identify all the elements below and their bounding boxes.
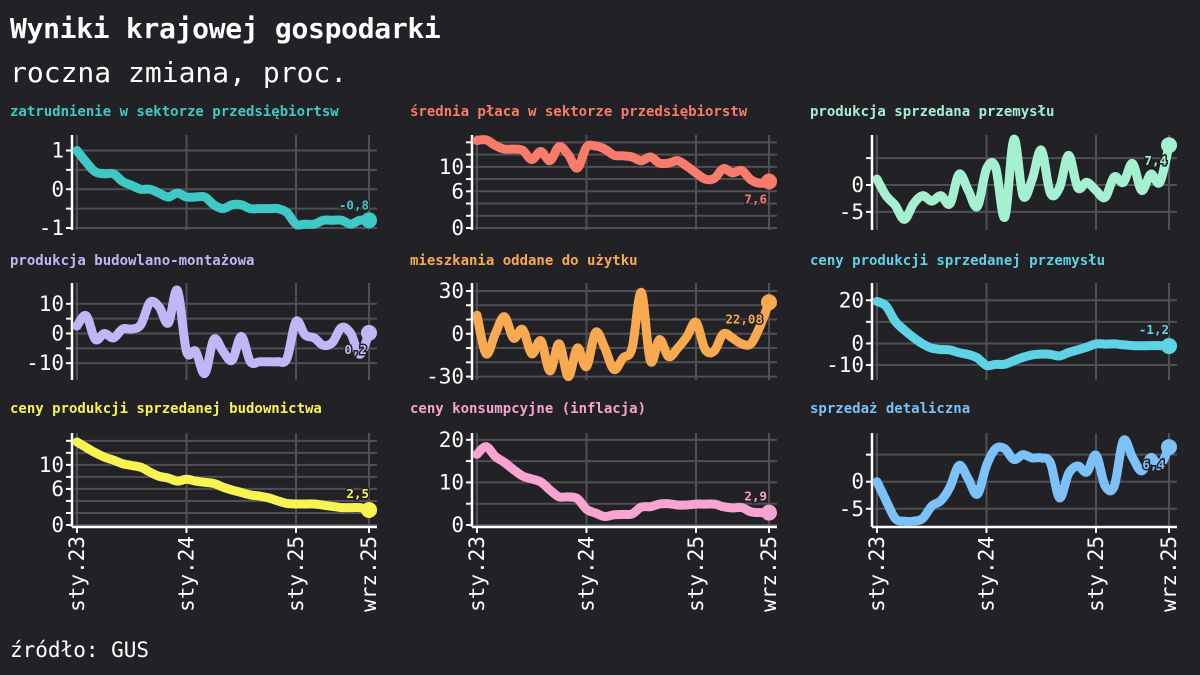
last-value-label: 2,5 bbox=[346, 486, 369, 501]
x-tick-label: sty.25 bbox=[684, 536, 708, 612]
x-tick-label: wrz.25 bbox=[357, 536, 381, 612]
y-tick-label: 0 bbox=[451, 513, 464, 537]
x-tick-label: sty.25 bbox=[1084, 536, 1108, 612]
series-line bbox=[472, 287, 774, 382]
y-tick-label: 6 bbox=[451, 179, 464, 203]
panel-title: średnia płaca w sektorze przedsiębiorstw bbox=[410, 104, 748, 120]
last-value-label: 7,6 bbox=[744, 192, 767, 207]
panel-chart: -5 0 7,4 bbox=[839, 134, 1177, 230]
last-value-label: 6,4 bbox=[1142, 457, 1165, 472]
panel-chart: -5 0 sty.23 sty.24 sty.25 wrz.25 6,4 bbox=[839, 433, 1181, 612]
y-tick-label: -30 bbox=[426, 365, 464, 389]
y-tick-label: 1 bbox=[51, 139, 64, 163]
x-tick-label: wrz.25 bbox=[1157, 536, 1181, 612]
series-line bbox=[872, 435, 1174, 527]
panel-title: produkcja budowlano-montażowa bbox=[10, 253, 255, 269]
y-tick-label: 10 bbox=[439, 470, 464, 494]
series-line bbox=[872, 134, 1174, 224]
y-tick-label: 0 bbox=[51, 321, 64, 345]
panel-chart: 0 10 20 sty.23 sty.24 sty.25 wrz.25 2,9 bbox=[439, 428, 781, 612]
x-tick-label: sty.23 bbox=[865, 536, 889, 612]
end-point-marker bbox=[361, 324, 377, 341]
y-tick-label: 0 bbox=[851, 470, 864, 494]
end-point-marker bbox=[361, 212, 377, 229]
panel-chart: -100 20 -1,2 bbox=[826, 283, 1177, 380]
y-tick-label: -5 bbox=[839, 200, 864, 224]
series-line bbox=[72, 146, 374, 230]
y-tick-label: 0 bbox=[851, 173, 864, 197]
last-value-label: -0,8 bbox=[339, 197, 369, 212]
y-tick-label: 0 bbox=[451, 322, 464, 346]
y-tick-label: 6 bbox=[51, 477, 64, 501]
last-value-label: 0,2 bbox=[344, 342, 367, 357]
y-tick-label: -10 bbox=[26, 351, 64, 375]
panel-title: produkcja sprzedana przemysłu bbox=[810, 104, 1055, 120]
end-point-marker bbox=[761, 504, 777, 521]
y-tick-label: 0 bbox=[851, 331, 864, 355]
end-point-marker bbox=[361, 501, 377, 518]
y-tick-label: 0 bbox=[51, 177, 64, 201]
series-line bbox=[72, 437, 374, 515]
x-tick-label: sty.24 bbox=[575, 536, 599, 612]
panel-chart: -30 0 30 22,08 bbox=[426, 279, 777, 389]
y-tick-label: 10 bbox=[439, 155, 464, 179]
series-line bbox=[472, 442, 774, 522]
page-title: Wyniki krajowej gospodarki bbox=[10, 12, 441, 45]
panel-title: zatrudnienie w sektorze przedsiębiortsw bbox=[10, 104, 339, 120]
x-tick-label: sty.24 bbox=[175, 536, 199, 612]
panel-title: mieszkania oddane do użytku bbox=[410, 253, 638, 269]
x-tick-label: wrz.25 bbox=[757, 536, 781, 612]
panel-chart: 0 610 sty.23 sty.24 sty.25 wrz.25 2,5 bbox=[39, 433, 381, 612]
x-tick-label: sty.23 bbox=[65, 536, 89, 612]
panel-title: sprzedaż detaliczna bbox=[810, 401, 971, 417]
end-point-marker bbox=[1161, 338, 1177, 355]
y-tick-label: 30 bbox=[439, 279, 464, 303]
x-tick-label: sty.23 bbox=[465, 536, 489, 612]
panel-title: ceny produkcji sprzedanej budownictwa bbox=[10, 401, 322, 417]
y-tick-label: 20 bbox=[839, 288, 864, 312]
panel-title: ceny produkcji sprzedanej przemysłu bbox=[810, 253, 1106, 269]
last-value-label: 7,4 bbox=[1144, 153, 1167, 168]
panel-chart: -10 0 10 0,2 bbox=[26, 283, 377, 380]
page-subtitle: roczna zmiana, proc. bbox=[10, 56, 348, 89]
last-value-label: 22,08 bbox=[725, 311, 763, 326]
end-point-marker bbox=[761, 173, 777, 190]
series-line bbox=[472, 135, 774, 188]
y-tick-label: 0 bbox=[51, 513, 64, 537]
last-value-label: 2,9 bbox=[744, 489, 767, 504]
series-line bbox=[72, 285, 374, 379]
end-point-marker bbox=[1161, 137, 1177, 154]
panel-chart: 0 610 7,6 bbox=[439, 135, 777, 240]
y-tick-label: 20 bbox=[439, 428, 464, 452]
y-tick-label: 10 bbox=[39, 292, 64, 316]
x-tick-label: sty.25 bbox=[284, 536, 308, 612]
y-tick-label: -10 bbox=[826, 353, 864, 377]
panel-chart: -1 0 1 -0,8 bbox=[39, 135, 377, 240]
y-tick-label: -5 bbox=[839, 497, 864, 521]
end-point-marker bbox=[761, 294, 777, 311]
end-point-marker bbox=[1161, 439, 1177, 456]
x-tick-label: sty.24 bbox=[975, 536, 999, 612]
y-tick-label: 10 bbox=[39, 453, 64, 477]
series-line bbox=[872, 296, 1174, 371]
panel-title: ceny konsumpcyjne (inflacja) bbox=[410, 401, 647, 417]
y-tick-label: -1 bbox=[39, 216, 64, 240]
y-tick-label: 0 bbox=[451, 216, 464, 240]
last-value-label: -1,2 bbox=[1139, 322, 1169, 337]
source-note: źródło: GUS bbox=[10, 638, 150, 662]
